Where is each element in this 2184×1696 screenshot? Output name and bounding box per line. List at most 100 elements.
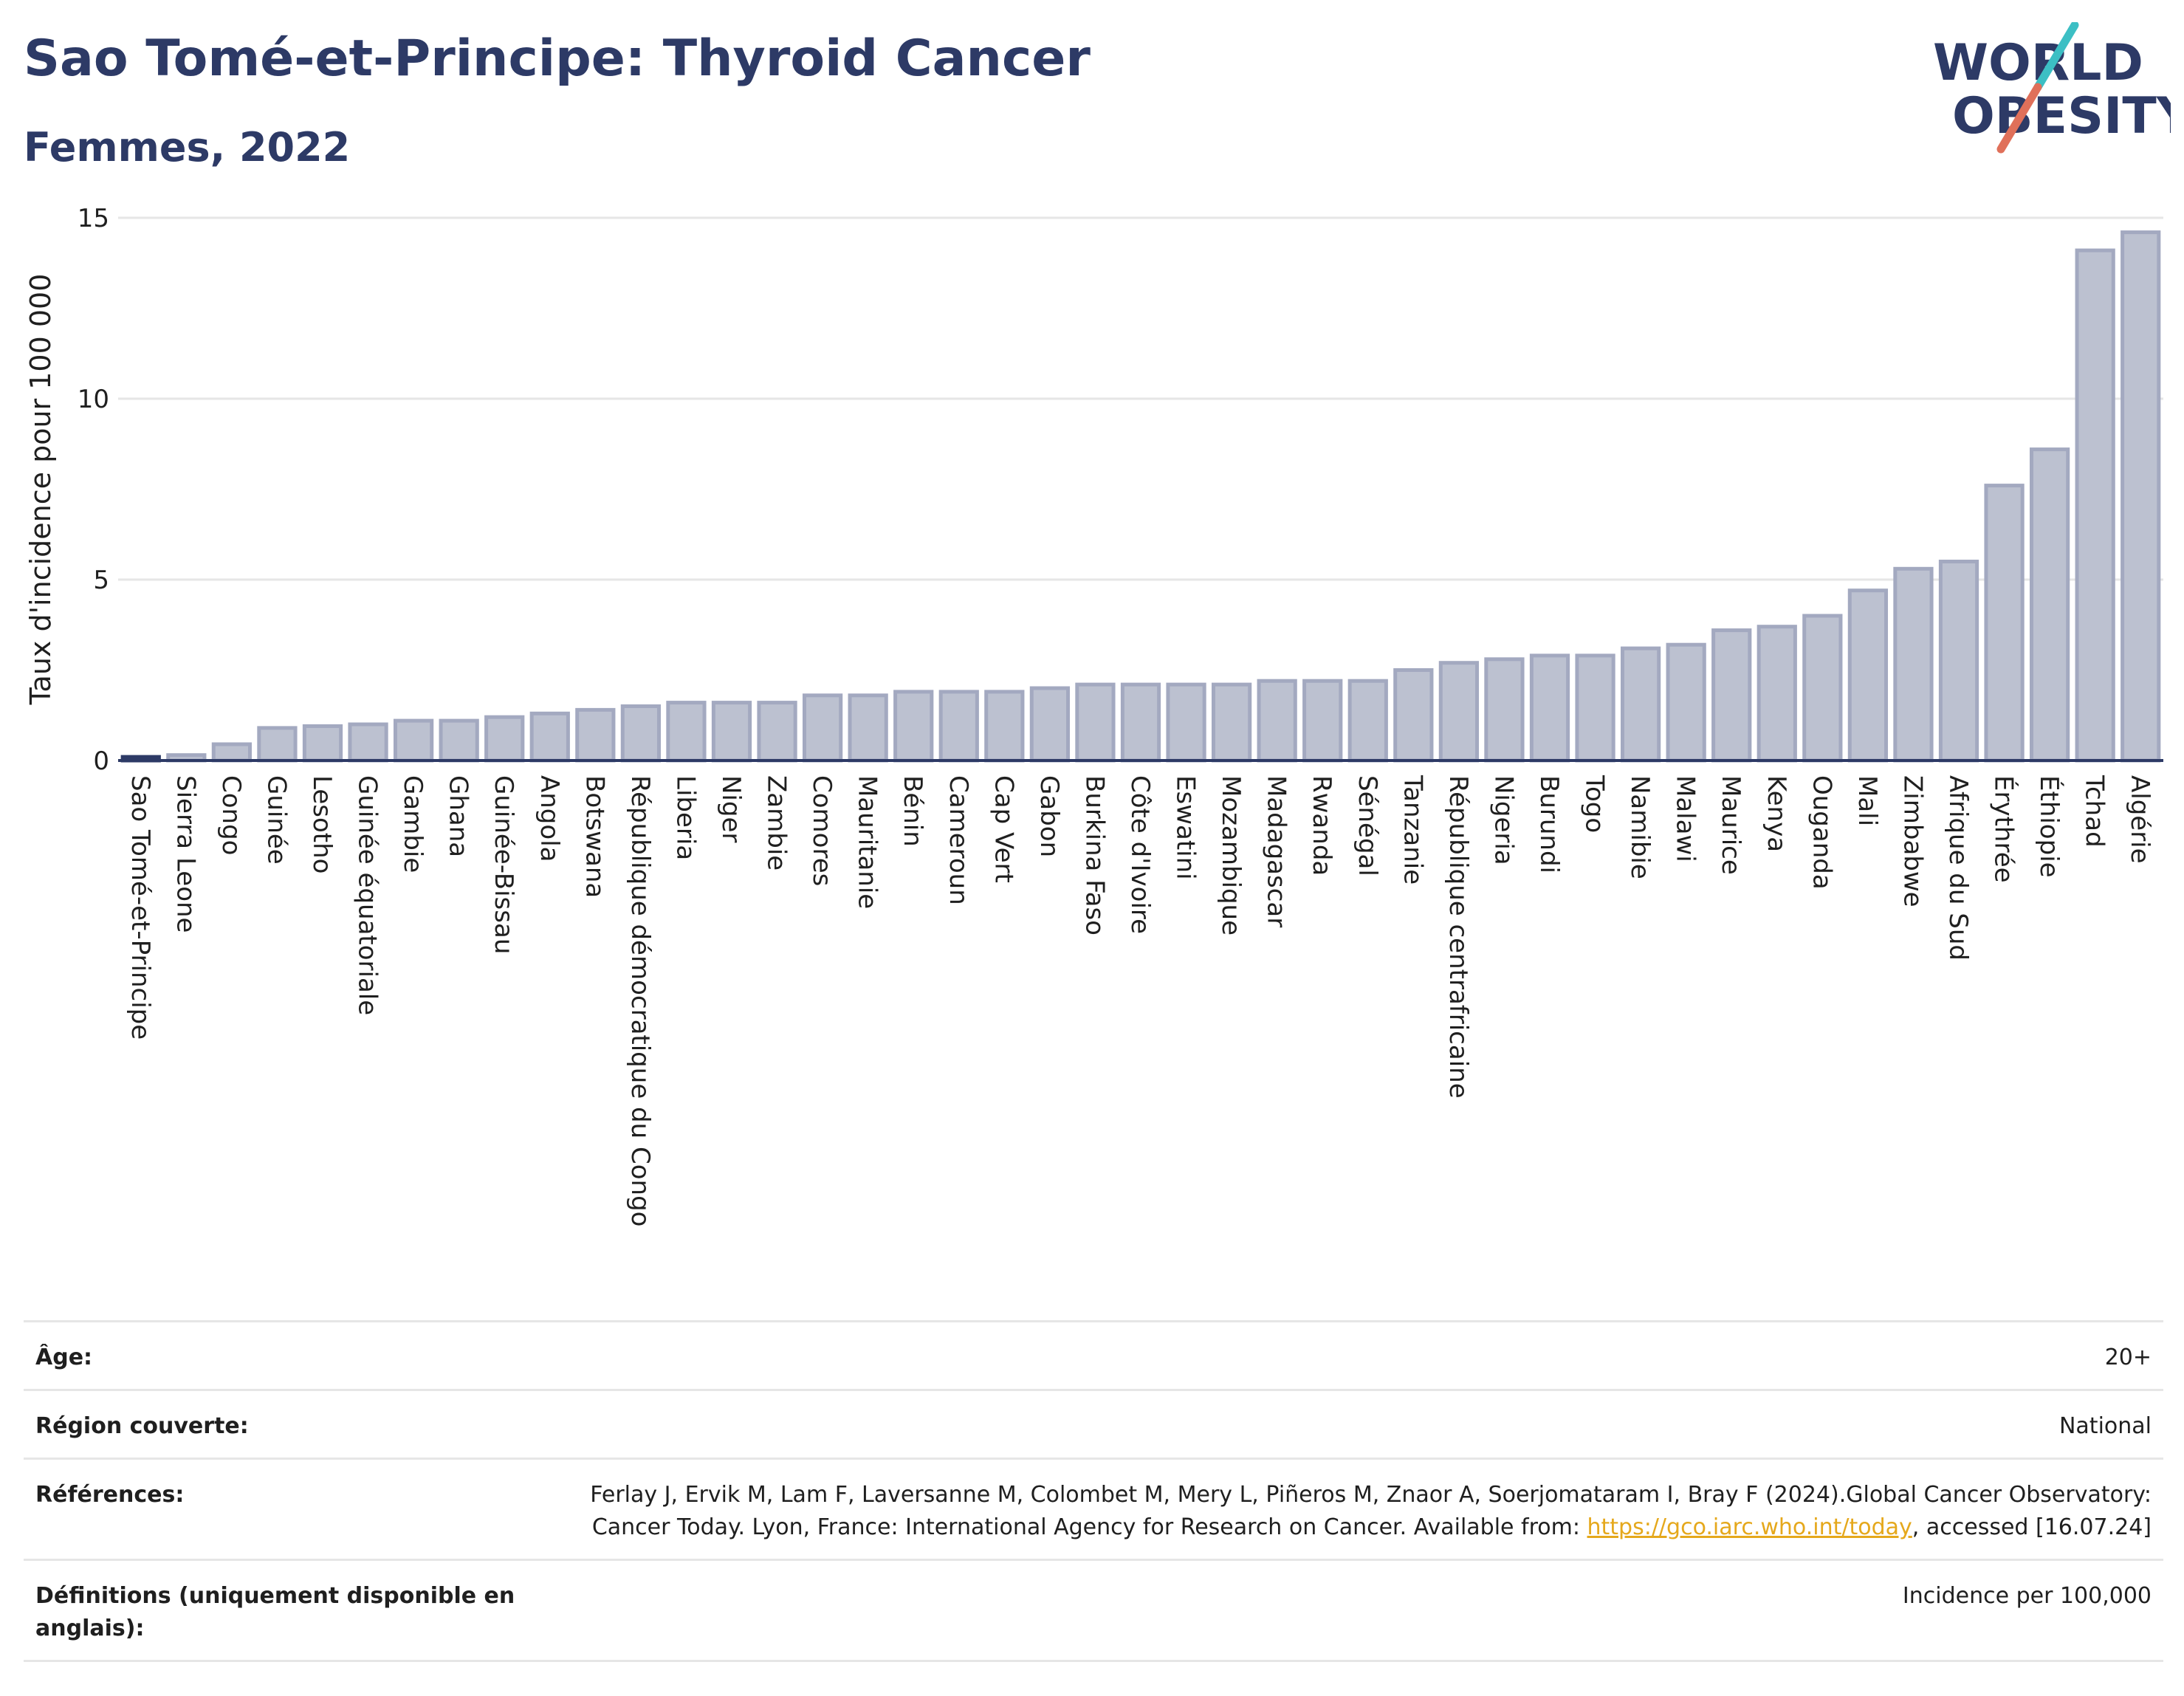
bar [984,690,1025,763]
bar [1484,657,1525,763]
x-tick-label: Côte d'Ivoire [1125,775,1155,934]
bar [1984,484,2025,763]
x-tick-label: Mozambique [1216,775,1246,935]
world-obesity-logo: WORLD OBESITY [1933,22,2171,154]
x-tick-label: Érythrée [1989,775,2019,883]
x-tick-label: Cameroun [944,775,973,905]
bar [211,742,253,763]
bar [1393,668,1434,763]
x-tick-label: Tchad [2080,775,2109,848]
x-tick-label: Mali [1852,775,1882,826]
x-tick-label: Éthiopie [2034,775,2064,878]
bar [257,726,298,763]
x-tick-label: Afrique du Sud [1943,775,1973,961]
x-tick-label: Angola [535,775,564,862]
x-tick-label: Maurice [1716,775,1745,875]
page-title: Sao Tomé-et-Principe: Thyroid Cancer [24,30,1091,88]
bar [2029,447,2070,763]
y-axis-label: Taux d'incidence pour 100 000 [24,274,57,706]
bar [711,701,752,763]
info-row-region: Région couverte: National [24,1389,2163,1458]
x-tick-label: Lesotho [307,775,337,873]
x-tick-label: Zimbabwe [1898,775,1927,907]
bar [302,724,343,763]
bar [620,704,662,763]
x-tick-label: Sao Tomé-et-Principe [126,775,155,1040]
bar [1938,560,1979,763]
info-row-references: Références: Ferlay J, Ervik M, Lam F, La… [24,1458,2163,1559]
x-tick-label: Eswatini [1171,775,1201,880]
x-tick-label: Ghana [444,775,473,857]
region-value: National [2058,1413,2152,1439]
age-value: 20+ [2104,1345,2152,1370]
x-tick-label: Bénin [898,775,927,847]
x-tick-label: Zambie [762,775,791,871]
bar [393,718,434,763]
info-row-age: Âge: 20+ [24,1320,2163,1389]
x-tick-label: Botswana [580,775,609,898]
info-row-definitions: Définitions (uniquement disponible en an… [24,1559,2163,1662]
references-accessed: , accessed [16.07.24] [1912,1514,2152,1540]
y-tick-label: 10 [78,385,109,414]
x-tick-label: Congo [216,775,246,855]
x-tick-label: Guinée [261,775,291,865]
x-tick-label: Namibie [1625,775,1655,879]
x-tick-label: Malawi [1671,775,1700,862]
bar [1847,588,1889,763]
bar [1529,653,1570,763]
bar [1575,653,1615,763]
x-tick-label: Mauritanie [853,775,882,909]
definitions-label: Définitions (uniquement disponible en an… [35,1583,515,1641]
bar [1802,614,1843,763]
x-tick-label: Algérie [2125,775,2154,864]
x-tick-label: Sénégal [1353,775,1382,876]
x-tick-label: Burundi [1534,775,1564,873]
bar [757,701,797,763]
bar [2075,248,2115,763]
x-tick-label: Guinée équatoriale [353,775,382,1015]
y-tick-label: 5 [93,566,109,595]
logo-slash-top [2033,22,2079,92]
references-text: Ferlay J, Ervik M, Lam F, Laversanne M, … [590,1482,2152,1540]
bar [848,693,888,763]
bar [1620,646,1661,763]
logo-text-obesity: OBESITY [1952,87,2171,145]
bar [1029,686,1071,763]
bar-chart: 0 5 10 15 Taux d'incidence pour 100 000 Sao T… [24,204,2163,1226]
page-subtitle: Femmes, 2022 [24,124,351,171]
bar [439,718,479,763]
x-tick-label: République centrafricaine [1443,775,1473,1099]
y-tick-label: 15 [78,204,109,233]
x-tick-label: Burkina Faso [1079,775,1109,935]
age-label: Âge: [35,1345,93,1370]
x-tick-label: Madagascar [1262,775,1291,927]
info-table: Âge: 20+ Région couverte: National Référ… [24,1320,2163,1662]
x-tick-label: Togo [1580,775,1610,833]
bar [1302,679,1343,763]
x-tick-label: Rwanda [1307,775,1336,876]
x-tick-label: Guinée-Bissau [489,775,518,954]
references-value: Ferlay J, Ervik M, Lam F, Laversanne M, … [564,1479,2152,1544]
bar [1438,661,1480,763]
bar [575,707,616,763]
references-link[interactable]: https://gco.iarc.who.int/today [1587,1514,1912,1540]
bar [802,693,843,763]
x-tick-label: Liberia [670,775,700,860]
bar [348,722,388,763]
bar [1757,625,1797,763]
bar [1257,679,1297,763]
bar [484,715,525,763]
bar [529,711,570,763]
bar [1347,679,1388,763]
bar [1666,642,1706,763]
bar [1893,566,1934,763]
definitions-value: Incidence per 100,000 [1902,1583,2152,1609]
x-tick-label: Comores [807,775,837,886]
x-tick-label: Nigeria [1488,775,1518,865]
bar [938,690,979,763]
x-tick-label: Gambie [398,775,427,873]
bar [1211,682,1252,763]
x-tick-label: Tanzanie [1398,775,1427,885]
x-tick-label: Kenya [1762,775,1791,852]
x-tick-label: Gabon [1034,775,1064,857]
